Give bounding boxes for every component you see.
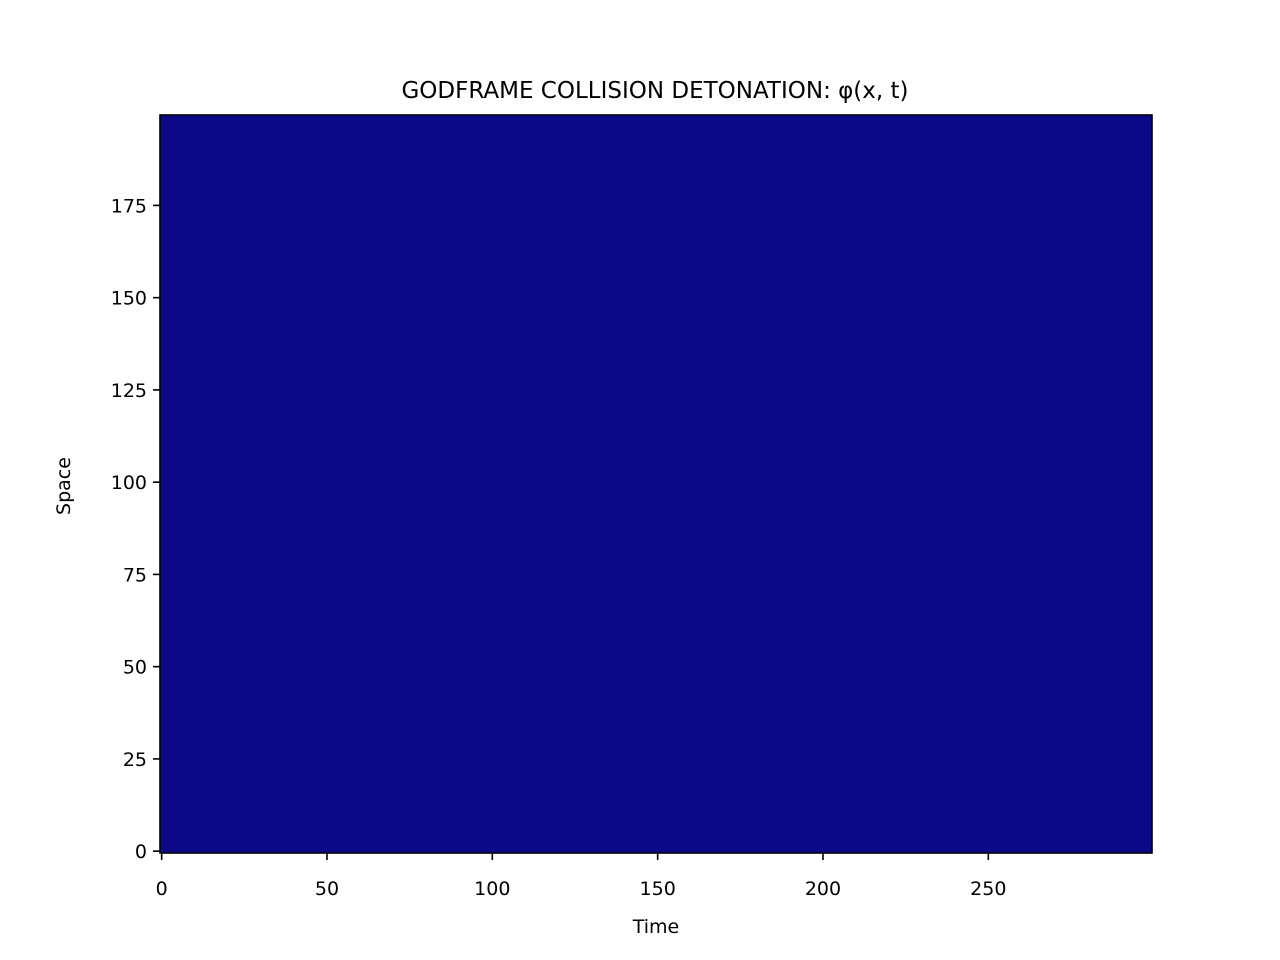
- x-tick-label: 200: [805, 878, 841, 900]
- y-axis-label: Space: [53, 457, 75, 515]
- x-tick-label: 250: [970, 878, 1006, 900]
- y-tick-label: 100: [111, 472, 147, 494]
- x-tick-label: 150: [640, 878, 676, 900]
- x-tick-label: 100: [474, 878, 510, 900]
- x-axis-ticks: 0 50 100 150 200 250: [156, 853, 1006, 900]
- y-tick-label: 50: [123, 657, 147, 679]
- y-tick-label: 75: [123, 564, 147, 586]
- axes-frame: [159, 114, 1153, 854]
- y-axis-ticks: 0 25 50 75 100 125 150 175: [111, 195, 160, 863]
- x-axis-label: Time: [632, 916, 680, 938]
- y-tick-label: 150: [111, 288, 147, 310]
- y-tick-label: 125: [111, 380, 147, 402]
- y-tick-label: 25: [123, 749, 147, 771]
- x-tick-label: 50: [315, 878, 339, 900]
- heatmap-field: [160, 115, 1152, 853]
- chart-title: GODFRAME COLLISION DETONATION: φ(x, t): [401, 78, 908, 104]
- y-tick-label: 175: [111, 195, 147, 217]
- y-tick-label: 0: [135, 841, 147, 863]
- x-tick-label: 0: [156, 878, 168, 900]
